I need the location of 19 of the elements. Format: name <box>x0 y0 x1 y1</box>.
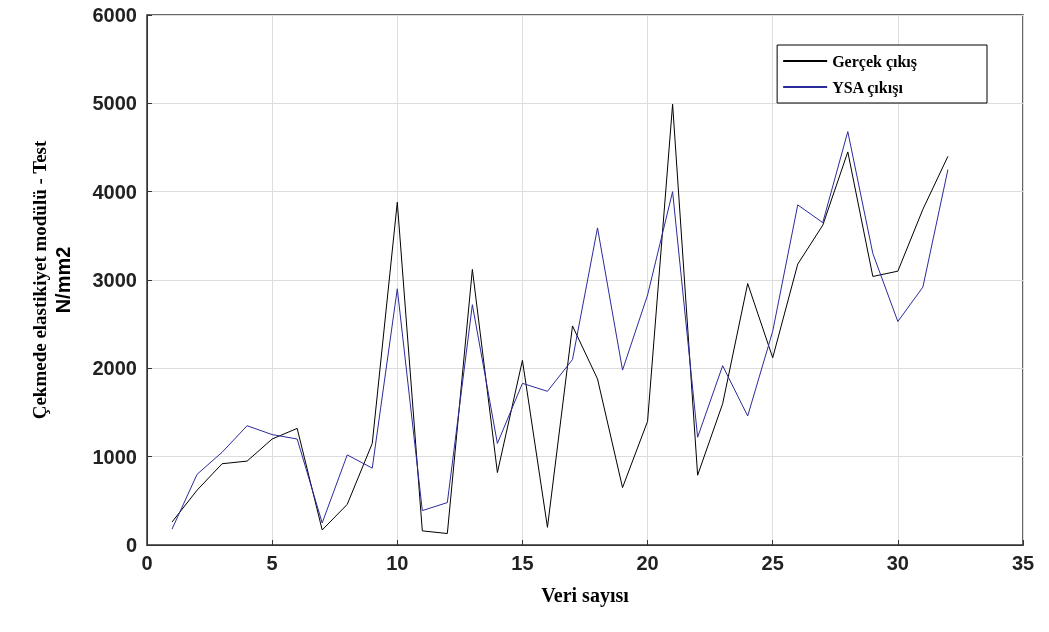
y-tick-label: 4000 <box>92 180 137 203</box>
x-tick-label: 25 <box>761 552 784 574</box>
legend-label: Gerçek çıkış <box>832 52 918 71</box>
y-tick-label: 3000 <box>92 269 137 291</box>
x-tick-label: 15 <box>511 552 534 574</box>
y-tick-label: 2000 <box>92 357 137 380</box>
x-tick-label: 20 <box>636 552 659 574</box>
y-tick-label: 0 <box>125 534 137 556</box>
x-tick-label: 5 <box>266 552 278 574</box>
x-axis-title: Veri sayısı <box>541 584 630 607</box>
x-tick-label: 30 <box>886 552 909 574</box>
x-tick-label: 0 <box>141 552 153 574</box>
y-tick-label: 1000 <box>92 445 137 468</box>
y-axis-title: Çekmede elastikiyet modülü - Test N/mm2 <box>28 140 74 420</box>
y-tick-label: 6000 <box>92 4 137 26</box>
legend-label: YSA çıkışı <box>832 78 904 97</box>
x-tick-label: 35 <box>1011 552 1035 574</box>
x-tick-label: 10 <box>386 552 409 574</box>
y-tick-label: 5000 <box>92 92 137 115</box>
